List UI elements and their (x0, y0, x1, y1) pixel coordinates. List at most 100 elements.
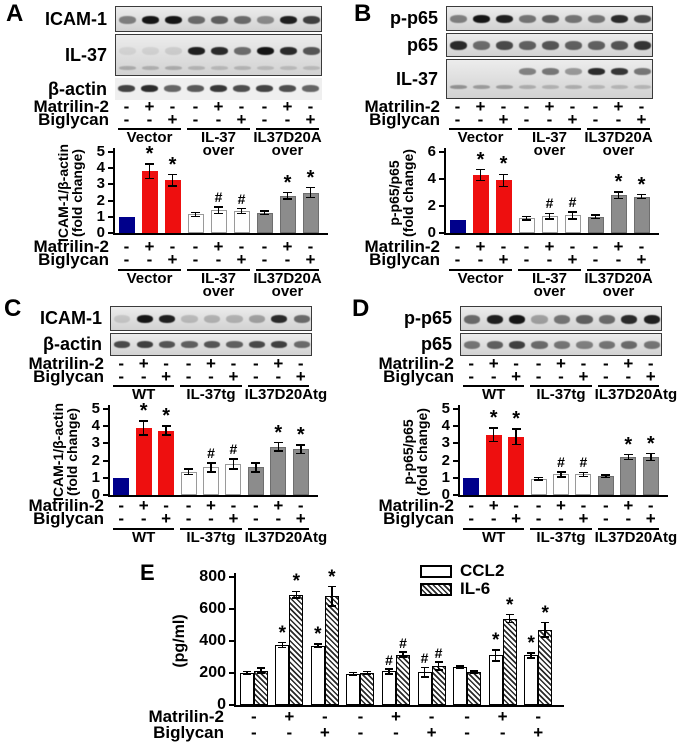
error-bar-line (525, 216, 528, 220)
error-bar-line (165, 426, 167, 435)
blot-band (164, 85, 181, 92)
error-bar-line (317, 643, 319, 648)
significance-marker: * (292, 571, 301, 593)
y-axis-title-line: (fold change) (64, 408, 80, 496)
treatment-sign: - (238, 97, 245, 116)
blot-band (114, 315, 131, 323)
treatment-sign: + (282, 237, 293, 256)
error-bar-cap (260, 210, 269, 212)
blot-band (542, 15, 559, 23)
bar (382, 671, 396, 705)
treatment-sign: - (275, 509, 282, 528)
error-bar-cap (385, 673, 393, 675)
group-label-line: IL37D20Atg (594, 529, 678, 546)
treatment-sign: - (123, 250, 130, 269)
significance-marker: * (283, 171, 292, 194)
treatment-sign: - (569, 237, 576, 256)
treatment-sign: + (544, 97, 555, 116)
y-tick (103, 494, 109, 496)
error-bar-cap (256, 672, 265, 674)
legend-swatch-ccl2 (420, 565, 452, 578)
error-bar-cap (434, 661, 443, 663)
group-overline (187, 269, 250, 271)
bar (292, 449, 309, 495)
treatment-sign: + (295, 509, 306, 528)
error-bar-line (617, 191, 620, 199)
treatment-label: Biglycan (153, 723, 224, 742)
error-bar-line (594, 215, 597, 219)
group-label: IL37D20Atg (595, 385, 677, 402)
bar (158, 430, 175, 495)
blot-band (181, 341, 198, 348)
error-bar-line (402, 652, 404, 657)
treatment-sign: + (578, 367, 589, 386)
bar (233, 211, 250, 233)
bar (620, 457, 637, 495)
y-axis-title: p-p65/p65 (fold change) (400, 408, 430, 496)
error-bar-cap (363, 670, 372, 673)
treatment-label: Matrilin-2 (148, 707, 224, 726)
group-label: IL-37tg (527, 528, 594, 545)
group-overline (597, 528, 659, 530)
treatment-sign: - (535, 496, 542, 515)
error-bar-cap (228, 458, 238, 460)
y-tick (453, 459, 459, 462)
x-axis (444, 233, 659, 235)
x-axis (108, 495, 318, 497)
group-label-line: IL37D20Atg (244, 386, 328, 403)
blot-band (248, 315, 265, 323)
treatment-sign: - (297, 496, 304, 515)
error-bar-line (437, 661, 440, 670)
significance-marker: # (237, 190, 246, 207)
error-bar-cap (399, 656, 407, 658)
bar (187, 214, 204, 233)
y-tick-label: 0 (91, 486, 100, 503)
y-axis-title-line: (fold change) (69, 148, 85, 237)
error-bar-line (366, 671, 369, 675)
treatment-sign: + (319, 723, 330, 742)
error-bar-cap (556, 471, 566, 473)
error-bar-line (148, 164, 151, 179)
y-axis-title-line: ICAM-1/β-actin (50, 403, 66, 501)
blot-band (588, 85, 605, 89)
group-overline (518, 128, 581, 130)
y-tick-label: 6 (427, 143, 436, 160)
treatment-sign: - (477, 110, 484, 129)
treatment-sign: - (163, 496, 169, 515)
blot-band (226, 341, 243, 348)
blot-band (519, 41, 536, 50)
error-bar-cap (242, 670, 251, 673)
error-bar-cap (145, 177, 154, 180)
error-bar-cap (505, 621, 514, 624)
group-label: IL37D20Atg (245, 528, 327, 545)
blot-band (280, 66, 297, 70)
treatment-sign: + (236, 250, 247, 269)
y-tick-label: 0 (427, 224, 436, 241)
y-tick-label: 1 (441, 468, 450, 486)
error-bar-cap (237, 207, 246, 210)
group-label-line: over (602, 142, 635, 159)
treatment-sign: - (558, 509, 564, 528)
error-bar-cap (420, 666, 429, 669)
treatment-sign: - (297, 354, 304, 373)
error-bar-cap (545, 212, 554, 215)
error-bar-line (571, 212, 574, 219)
error-bar-cap (327, 605, 336, 607)
treatment-sign: - (169, 97, 176, 116)
error-bar-cap (601, 474, 611, 476)
blot-image (110, 306, 312, 331)
treatment-sign: - (261, 250, 268, 269)
treatment-sign: - (123, 110, 130, 129)
treatment-sign: - (569, 97, 576, 116)
bar (279, 195, 296, 233)
bar (449, 219, 466, 233)
treatment-sign: - (146, 110, 153, 129)
treatment-sign: - (580, 496, 587, 515)
group-label-line: IL-37 (531, 129, 567, 146)
group-label-line: WT (482, 529, 506, 546)
y-axis-title-line: (fold change) (414, 408, 430, 496)
bar (396, 654, 410, 705)
treatment-sign: - (261, 97, 268, 116)
error-bar-cap (313, 646, 322, 649)
error-bar-line (640, 194, 643, 199)
